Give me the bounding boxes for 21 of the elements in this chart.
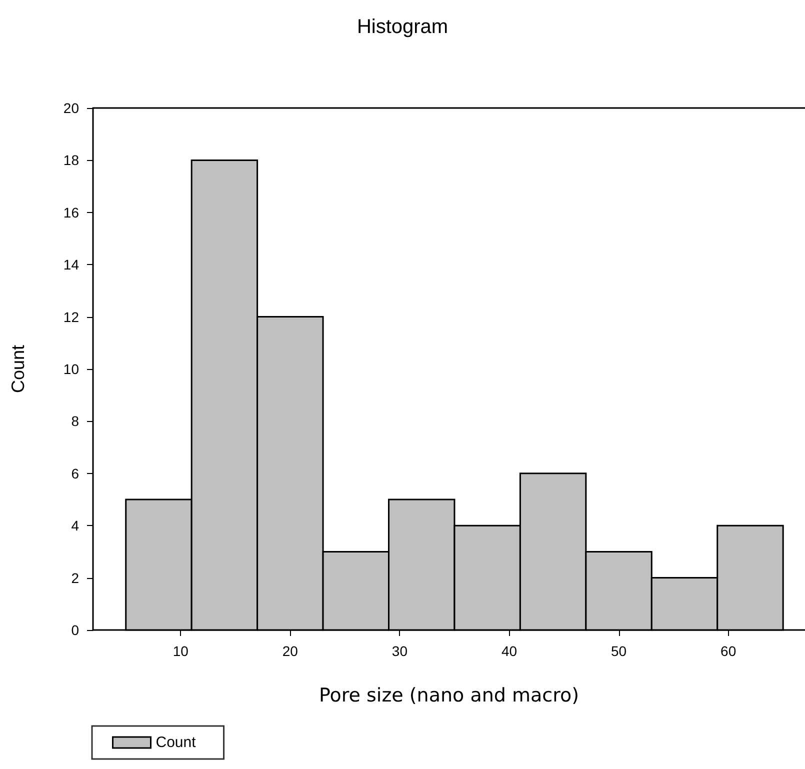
y-tick-label: 18 bbox=[63, 152, 80, 168]
x-tick-label: 10 bbox=[172, 643, 189, 659]
x-tick-label: 20 bbox=[282, 643, 298, 659]
y-tick-label: 14 bbox=[63, 256, 80, 273]
y-axis-title: Count bbox=[8, 344, 28, 394]
y-tick-label: 10 bbox=[63, 361, 80, 377]
y-tick-label: 6 bbox=[71, 465, 80, 482]
y-tick-label: 8 bbox=[71, 413, 80, 430]
y-tick-label: 20 bbox=[63, 100, 80, 116]
x-tick-label: 40 bbox=[501, 643, 518, 659]
y-tick-label: 12 bbox=[63, 308, 80, 325]
x-tick-label: 50 bbox=[610, 643, 627, 659]
y-tick-label: 16 bbox=[63, 204, 80, 220]
y-tick-label: 4 bbox=[71, 518, 80, 534]
y-tick-label: 2 bbox=[71, 570, 80, 586]
y-tick-label: 0 bbox=[71, 622, 80, 638]
x-tick-label: 30 bbox=[392, 643, 408, 659]
x-axis-title: Pore size (nano and macro) bbox=[318, 684, 580, 706]
x-tick-label: 60 bbox=[720, 643, 736, 659]
chart-title: Histogram bbox=[356, 16, 448, 38]
legend-label: Count bbox=[156, 734, 197, 751]
